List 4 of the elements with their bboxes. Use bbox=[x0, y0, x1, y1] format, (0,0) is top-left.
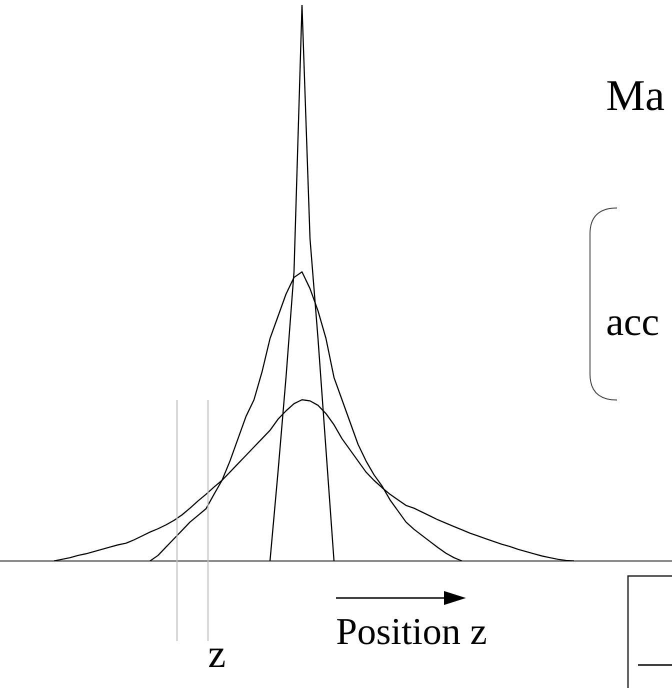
x-axis-title: Position z bbox=[336, 610, 487, 654]
annotation: acc bbox=[606, 298, 660, 345]
annotation: Ma bbox=[606, 70, 665, 121]
text: z bbox=[208, 630, 226, 677]
